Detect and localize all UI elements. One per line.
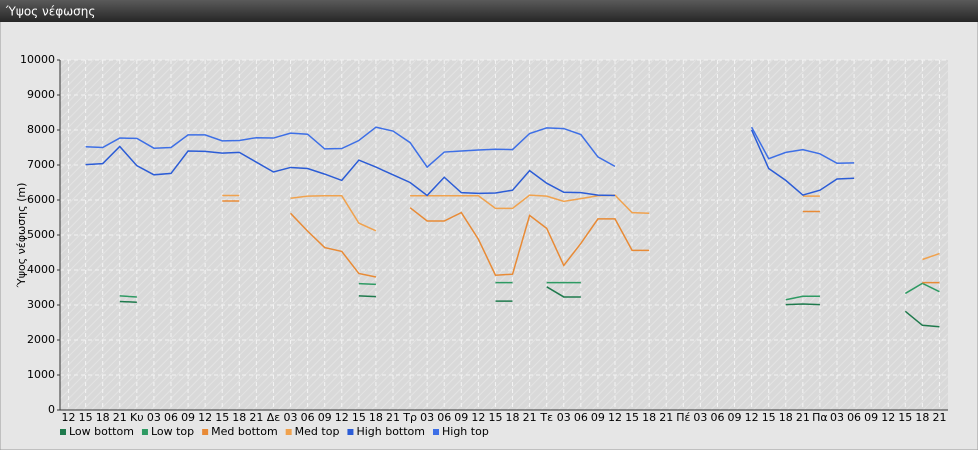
x-tick-label: 09	[591, 411, 605, 424]
series-line	[85, 129, 855, 197]
y-axis-label: Ύψος νέφωσης (m)	[15, 183, 28, 289]
x-tick-label: 21	[932, 411, 946, 424]
y-tick-label: 6000	[27, 193, 55, 206]
y-tick-label: 1000	[27, 368, 55, 381]
x-tick-label: Κυ	[130, 411, 144, 424]
x-tick-label: 06	[574, 411, 588, 424]
y-tick-label: 10000	[20, 53, 55, 66]
x-tick-label: 12	[608, 411, 622, 424]
x-tick-label: 18	[506, 411, 520, 424]
x-tick-label: 15	[488, 411, 502, 424]
legend-swatch	[141, 429, 148, 435]
x-tick-label: Πα	[812, 411, 828, 424]
x-tick-label: 12	[745, 411, 759, 424]
x-tick-label: 09	[181, 411, 195, 424]
x-tick-label: 15	[898, 411, 912, 424]
x-tick-label: 09	[318, 411, 332, 424]
y-tick-label: 2000	[27, 333, 55, 346]
y-tick-label: 3000	[27, 298, 55, 311]
x-tick-label: 15	[762, 411, 776, 424]
x-tick-label: 06	[710, 411, 724, 424]
y-tick-label: 9000	[27, 88, 55, 101]
legend-swatch	[285, 429, 292, 435]
x-tick-label: 03	[693, 411, 707, 424]
legend-label: High top	[442, 425, 489, 438]
y-tick-label: 0	[48, 403, 55, 416]
x-tick-label: Δε	[267, 411, 281, 424]
legend-swatch	[347, 429, 354, 435]
legend-label: Low top	[151, 425, 194, 438]
x-tick-label: 03	[147, 411, 161, 424]
x-tick-label: 21	[249, 411, 263, 424]
y-tick-label: 5000	[27, 228, 55, 241]
x-tick-label: 18	[915, 411, 929, 424]
x-tick-label: 21	[796, 411, 810, 424]
x-tick-label: 15	[352, 411, 366, 424]
x-tick-label: 09	[864, 411, 878, 424]
x-tick-label: 18	[779, 411, 793, 424]
series-line	[222, 200, 940, 284]
x-tick-label: 06	[437, 411, 451, 424]
x-tick-label: 03	[557, 411, 571, 424]
x-tick-label: 03	[830, 411, 844, 424]
x-tick-label: Τε	[539, 411, 553, 424]
x-tick-label: 21	[113, 411, 127, 424]
x-tick-label: 15	[79, 411, 93, 424]
x-tick-label: Πέ	[676, 411, 690, 424]
x-tick-label: 21	[659, 411, 673, 424]
x-tick-label: 21	[386, 411, 400, 424]
y-tick-label: 4000	[27, 263, 55, 276]
x-tick-label: 06	[164, 411, 178, 424]
legend-swatch	[60, 429, 66, 435]
x-tick-label: 12	[881, 411, 895, 424]
x-tick-label: 18	[642, 411, 656, 424]
legend-label: Med bottom	[211, 425, 278, 438]
series-line	[222, 194, 940, 261]
series-line	[119, 286, 940, 328]
x-tick-label: 12	[335, 411, 349, 424]
legend-swatch	[433, 429, 439, 435]
x-tick-label: 12	[198, 411, 212, 424]
x-tick-label: Τρ	[402, 411, 417, 424]
y-tick-label: 8000	[27, 123, 55, 136]
x-tick-label: 18	[369, 411, 383, 424]
x-tick-label: 18	[96, 411, 110, 424]
x-tick-label: 15	[215, 411, 229, 424]
x-tick-label: 21	[523, 411, 537, 424]
series-line	[85, 126, 855, 169]
x-tick-label: 09	[728, 411, 742, 424]
x-tick-label: 15	[625, 411, 639, 424]
x-tick-label: 18	[232, 411, 246, 424]
x-tick-label: 03	[284, 411, 298, 424]
legend-label: Low bottom	[69, 425, 134, 438]
x-tick-label: 12	[62, 411, 76, 424]
legend-swatch	[202, 429, 209, 435]
legend-label: Med top	[295, 425, 340, 438]
x-tick-label: 06	[301, 411, 315, 424]
chart-title: Ύψος νέφωσης	[5, 5, 95, 19]
title-bar	[0, 0, 978, 22]
series-line	[119, 281, 940, 301]
y-tick-label: 7000	[27, 158, 55, 171]
x-tick-label: 03	[420, 411, 434, 424]
x-tick-label: 06	[847, 411, 861, 424]
x-tick-label: 09	[454, 411, 468, 424]
legend-label: High bottom	[356, 425, 425, 438]
x-tick-label: 12	[471, 411, 485, 424]
